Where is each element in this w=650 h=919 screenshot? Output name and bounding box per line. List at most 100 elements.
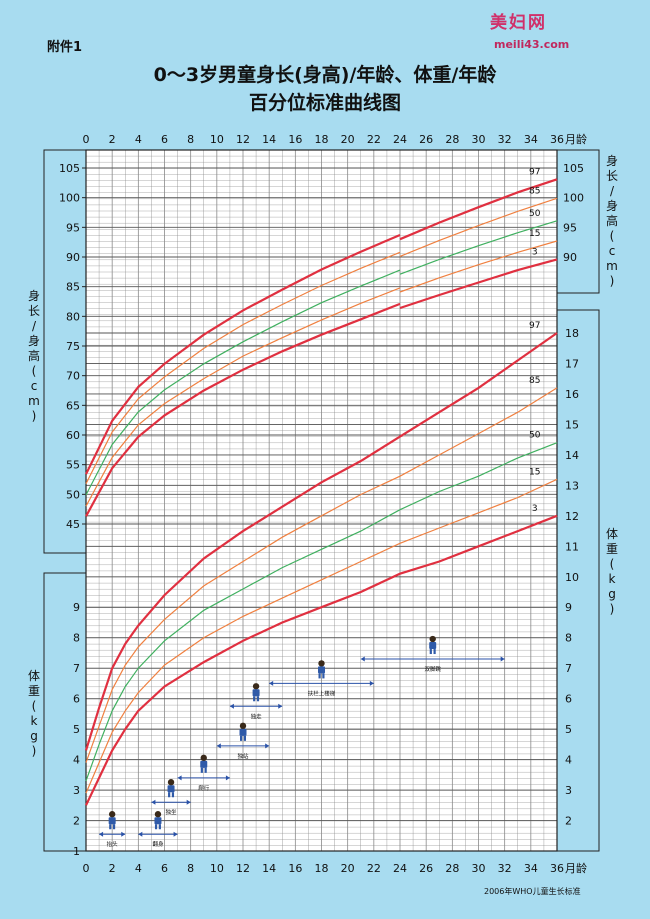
weight-axis-label-right: k <box>609 572 616 586</box>
height-axis-label-left: 身 <box>28 288 40 303</box>
x-unit-top: 月龄 <box>565 132 587 146</box>
height-axis-label-left: 长 <box>28 304 40 318</box>
weight-tick-right: 5 <box>565 723 572 736</box>
height-axis-label-left: ) <box>32 409 37 423</box>
height-tick-left: 70 <box>66 370 80 383</box>
x-tick-bottom: 12 <box>236 862 250 875</box>
logo-text: 美妇网 <box>490 13 547 33</box>
height-axis-panel-right <box>556 149 600 294</box>
height-axis-label-left: ( <box>32 364 37 378</box>
weight-tick-right: 6 <box>565 693 572 706</box>
height-axis-label-right: ( <box>610 229 615 243</box>
x-tick-top: 26 <box>419 133 433 146</box>
weight-label-p15: 15 <box>529 467 540 477</box>
height-tick-left: 50 <box>66 488 80 501</box>
height-tick-right: 90 <box>563 251 577 264</box>
x-tick-bottom: 4 <box>135 862 142 875</box>
page-title: 0～3岁男童身长(身高)/年龄、体重/年龄 <box>153 64 497 86</box>
milestone-label: 独坐 <box>166 808 178 816</box>
height-axis-label-left: / <box>32 319 37 333</box>
plot-border <box>85 149 558 852</box>
weight-tick-right: 11 <box>565 540 579 553</box>
weight-axis-label-left: k <box>31 714 38 728</box>
height-axis-panel-left <box>43 149 87 554</box>
weight-axis-label-left: g <box>30 729 38 743</box>
height-label-p50: 50 <box>529 209 541 219</box>
x-tick-bottom: 28 <box>445 862 459 875</box>
weight-tick-right: 17 <box>565 357 579 370</box>
x-tick-bottom: 34 <box>524 862 538 875</box>
child-figure-icon <box>108 811 116 830</box>
x-tick-top: 10 <box>210 133 224 146</box>
height-axis-label-right: c <box>609 244 616 258</box>
grid <box>85 149 558 852</box>
x-tick-top: 2 <box>109 133 116 146</box>
weight-tick-left: 5 <box>73 723 80 736</box>
weight-tick-right: 8 <box>565 632 572 645</box>
milestone-label: 双脚跳 <box>424 665 441 673</box>
height-tick-left: 80 <box>66 310 80 323</box>
height-tick-left: 85 <box>66 281 80 294</box>
x-tick-bottom: 16 <box>288 862 302 875</box>
height-tick-right: 100 <box>563 192 584 205</box>
height-tick-left: 60 <box>66 429 80 442</box>
milestone-label: 扶栏上楼梯 <box>308 689 336 697</box>
x-tick-top: 24 <box>393 133 407 146</box>
x-tick-bottom: 24 <box>393 862 407 875</box>
weight-tick-right: 13 <box>565 479 579 492</box>
x-tick-top: 0 <box>83 133 90 146</box>
weight-axis-label-right: ) <box>610 602 615 616</box>
height-curve-p50 <box>85 220 558 496</box>
weight-curve-p85 <box>85 387 558 763</box>
child-figure-icon <box>318 660 325 679</box>
child-figure-icon <box>167 779 175 798</box>
height-tick-left: 55 <box>66 459 80 472</box>
source-note: 2006年WHO儿童生长标准 <box>484 887 581 896</box>
child-figure-icon <box>154 811 162 830</box>
child-figure-icon <box>252 683 260 702</box>
weight-label-p3: 3 <box>532 504 538 514</box>
x-tick-top: 18 <box>315 133 329 146</box>
weight-axis-label-right: ( <box>610 557 615 571</box>
milestone-label: 爬行 <box>198 784 210 792</box>
weight-tick-right: 15 <box>565 418 579 431</box>
height-tick-left: 105 <box>59 162 80 175</box>
weight-axis-label-right: g <box>608 587 616 601</box>
milestone-arrowheads <box>151 799 191 805</box>
height-tick-left: 90 <box>66 251 80 264</box>
height-curve-p3 <box>85 258 558 517</box>
weight-axis-label-left: 体 <box>28 669 40 683</box>
height-tick-left: 95 <box>66 221 80 234</box>
x-tick-top: 30 <box>472 133 486 146</box>
weight-label-p85: 85 <box>529 376 540 386</box>
height-axis-label-left: 高 <box>28 348 40 363</box>
weight-axis-panel-right <box>556 309 600 852</box>
child-figure-icon <box>239 722 247 741</box>
weight-axis-label-left: ) <box>32 744 37 758</box>
x-tick-top: 28 <box>445 133 459 146</box>
weight-tick-right: 2 <box>565 815 572 828</box>
weight-axis-label-left: 重 <box>28 684 40 698</box>
site-logo: 美妇网 meili43.com <box>490 8 569 52</box>
x-tick-bottom: 6 <box>161 862 168 875</box>
x-tick-bottom: 8 <box>187 862 194 875</box>
weight-label-p50: 50 <box>529 431 541 441</box>
height-tick-left: 65 <box>66 399 80 412</box>
height-curve-p85 <box>85 197 558 484</box>
milestone-arrowheads <box>138 831 178 837</box>
milestone-label: 抬头 <box>107 840 119 848</box>
weight-curve-p97 <box>84 332 558 751</box>
weight-axis-label-left: ( <box>32 699 37 713</box>
child-figure-icon <box>429 635 437 655</box>
weight-curve-p50 <box>85 442 558 782</box>
height-curve-p97 <box>85 178 558 475</box>
height-label-p97: 97 <box>529 167 540 177</box>
x-tick-top: 12 <box>236 133 250 146</box>
child-figure-icon <box>200 754 208 773</box>
weight-tick-right: 7 <box>565 662 572 675</box>
x-tick-bottom: 20 <box>341 862 355 875</box>
height-axis-label-right: / <box>610 184 615 198</box>
x-tick-top: 36 <box>550 133 564 146</box>
x-tick-bottom: 36 <box>550 862 564 875</box>
weight-tick-left: 8 <box>73 632 80 645</box>
